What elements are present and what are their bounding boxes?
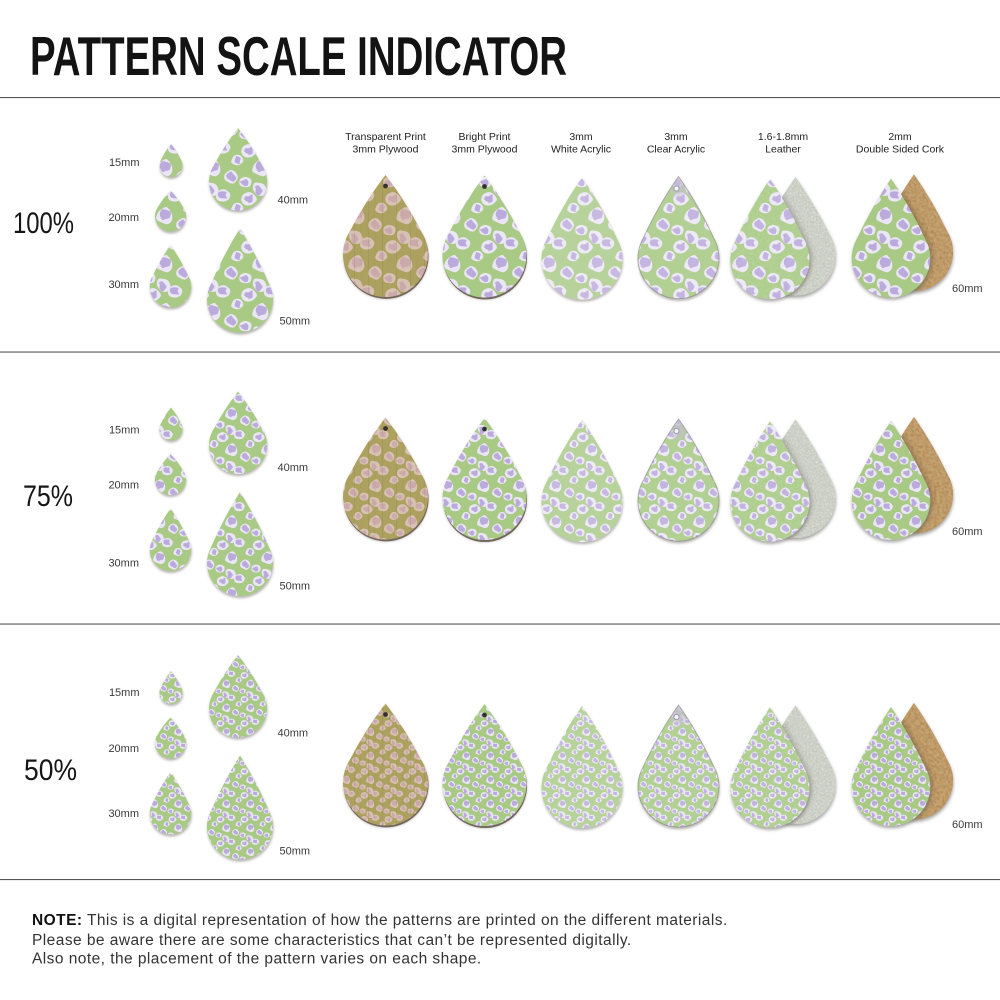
svg-text:20mm: 20mm	[108, 212, 139, 224]
svg-text:Please be aware there are some: Please be aware there are some character…	[32, 932, 632, 949]
svg-text:20mm: 20mm	[108, 743, 139, 755]
svg-text:PATTERN SCALE INDICATOR: PATTERN SCALE INDICATOR	[30, 25, 567, 87]
svg-text:60mm: 60mm	[952, 526, 983, 538]
svg-text:15mm: 15mm	[109, 157, 140, 169]
svg-text:60mm: 60mm	[952, 819, 983, 831]
svg-text:Transparent Print: Transparent Print	[345, 131, 426, 143]
svg-text:1.6-1.8mm: 1.6-1.8mm	[758, 131, 808, 143]
svg-text:50mm: 50mm	[280, 846, 311, 858]
svg-text:20mm: 20mm	[108, 480, 139, 492]
svg-text:3mm Plywood: 3mm Plywood	[452, 144, 518, 156]
svg-text:100%: 100%	[13, 207, 74, 240]
svg-text:White Acrylic: White Acrylic	[551, 144, 611, 156]
svg-text:50mm: 50mm	[280, 316, 311, 328]
svg-text:50%: 50%	[24, 754, 77, 787]
svg-text:30mm: 30mm	[108, 279, 139, 291]
svg-text:40mm: 40mm	[278, 728, 309, 740]
svg-text:Leather: Leather	[765, 144, 801, 156]
svg-text:3mm: 3mm	[569, 131, 593, 143]
svg-text:75%: 75%	[23, 480, 73, 513]
svg-text:Double Sided Cork: Double Sided Cork	[856, 144, 945, 156]
svg-text:3mm: 3mm	[664, 131, 688, 143]
svg-text:15mm: 15mm	[109, 687, 140, 699]
svg-text:30mm: 30mm	[108, 808, 139, 820]
svg-text:40mm: 40mm	[278, 195, 309, 207]
svg-text:40mm: 40mm	[278, 462, 309, 474]
svg-text:Bright Print: Bright Print	[459, 131, 511, 143]
svg-text:50mm: 50mm	[280, 581, 311, 593]
svg-text:30mm: 30mm	[108, 558, 139, 570]
svg-text:2mm: 2mm	[888, 131, 912, 143]
svg-text:15mm: 15mm	[109, 425, 140, 437]
svg-text:NOTE: This is a digital repres: NOTE: This is a digital representation o…	[32, 912, 728, 929]
svg-text:Clear Acrylic: Clear Acrylic	[647, 144, 705, 156]
svg-text:Also note, the placement of th: Also note, the placement of the pattern …	[32, 951, 482, 968]
svg-text:60mm: 60mm	[952, 283, 983, 295]
svg-text:3mm Plywood: 3mm Plywood	[353, 144, 419, 156]
